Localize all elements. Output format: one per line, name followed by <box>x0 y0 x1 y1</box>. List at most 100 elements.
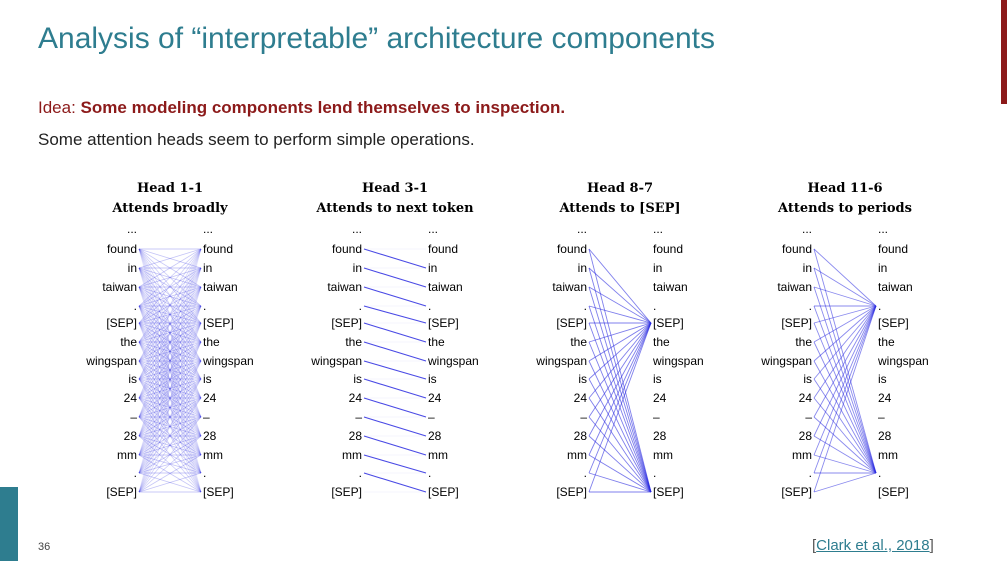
attention-line <box>813 454 877 474</box>
attention-line <box>138 305 202 343</box>
attention-line <box>138 248 202 456</box>
token-right: . <box>878 466 881 480</box>
attention-line <box>138 267 202 324</box>
token-right: wingspan <box>202 354 254 368</box>
token-right: in <box>878 261 887 275</box>
attention-line <box>138 305 202 343</box>
attention-line <box>138 305 202 474</box>
token-left: the <box>120 335 137 349</box>
attention-line <box>138 322 202 380</box>
attention-line <box>138 267 202 362</box>
attention-line <box>813 248 877 307</box>
attention-line <box>813 305 877 437</box>
citation-close: ] <box>929 537 934 554</box>
attention-line <box>813 305 877 493</box>
token-left: is <box>578 372 587 386</box>
token-left: . <box>359 299 362 313</box>
attention-line <box>138 286 202 437</box>
token-right: [SEP] <box>878 316 909 330</box>
attention-head-1: Head 1-1 Attends broadly... ... found found i… <box>85 181 253 499</box>
attention-line <box>138 305 202 380</box>
token-left: is <box>128 372 137 386</box>
attention-line <box>138 286 202 380</box>
attention-line <box>138 322 202 343</box>
attention-line <box>138 267 202 343</box>
token-left: the <box>345 335 362 349</box>
attention-line <box>138 378 202 493</box>
attention-line <box>138 267 202 474</box>
token-left: . <box>584 466 587 480</box>
attention-line <box>138 397 202 437</box>
attention-line <box>138 360 202 418</box>
attention-line <box>138 248 202 269</box>
attention-line <box>138 322 202 493</box>
attention-line <box>588 322 652 437</box>
attention-line <box>138 286 202 399</box>
attention-line <box>138 286 202 343</box>
accent-bar-left <box>0 487 18 561</box>
attention-line <box>138 322 202 362</box>
token-right: [SEP] <box>203 316 234 330</box>
attention-line <box>138 305 202 418</box>
token-left: . <box>584 299 587 313</box>
attention-line <box>138 267 202 456</box>
attention-line <box>138 435 202 456</box>
attention-line <box>138 378 202 493</box>
attention-line <box>138 416 202 456</box>
token-right: is <box>653 372 662 386</box>
attention-line <box>138 416 202 456</box>
citation: [Clark et al., 2018] <box>812 537 934 554</box>
attention-line <box>363 322 427 343</box>
token-left: ... <box>352 222 362 236</box>
attention-line <box>813 416 877 474</box>
attention-line <box>138 248 202 324</box>
attention-line <box>813 305 877 418</box>
attention-line <box>138 267 202 380</box>
attention-line <box>138 248 202 418</box>
attention-line <box>813 305 877 380</box>
attention-line <box>138 286 202 456</box>
attention-line <box>138 267 202 307</box>
token-left: mm <box>117 448 137 462</box>
token-left: [SEP] <box>781 485 812 499</box>
attention-line <box>138 286 202 418</box>
citation-open: [ <box>812 537 817 554</box>
attention-line <box>588 454 652 493</box>
attention-line <box>138 341 202 380</box>
attention-line <box>138 416 202 474</box>
attention-line <box>813 305 877 399</box>
token-left: [SEP] <box>331 485 362 499</box>
token-left: . <box>359 466 362 480</box>
attention-line <box>138 322 202 437</box>
attention-line <box>138 248 202 269</box>
citation-link[interactable]: Clark et al., 2018 <box>816 537 930 554</box>
attention-line <box>138 286 202 343</box>
attention-line <box>588 286 652 324</box>
token-left: found <box>107 242 137 256</box>
token-left: 28 <box>574 429 588 443</box>
attention-line <box>588 248 652 324</box>
attention-line <box>138 322 202 418</box>
attention-line <box>813 305 877 324</box>
token-right: found <box>653 242 683 256</box>
attention-line <box>138 267 202 288</box>
token-right: the <box>878 335 895 349</box>
token-left: 24 <box>799 391 813 405</box>
attention-line <box>588 416 652 493</box>
attention-line <box>138 397 202 493</box>
attention-line <box>138 267 202 493</box>
attention-line <box>138 267 202 288</box>
attention-line <box>138 341 202 399</box>
token-right: found <box>428 242 458 256</box>
attention-line <box>813 286 877 307</box>
idea-prefix: Idea: <box>38 98 81 117</box>
attention-line <box>138 472 202 493</box>
attention-line <box>813 435 877 474</box>
attention-line <box>138 341 202 493</box>
token-left: taiwan <box>777 280 812 294</box>
attention-line <box>138 360 202 380</box>
attention-line <box>588 378 652 493</box>
attention-line <box>138 286 202 474</box>
token-left: wingspan <box>535 354 587 368</box>
attention-line <box>138 305 202 380</box>
